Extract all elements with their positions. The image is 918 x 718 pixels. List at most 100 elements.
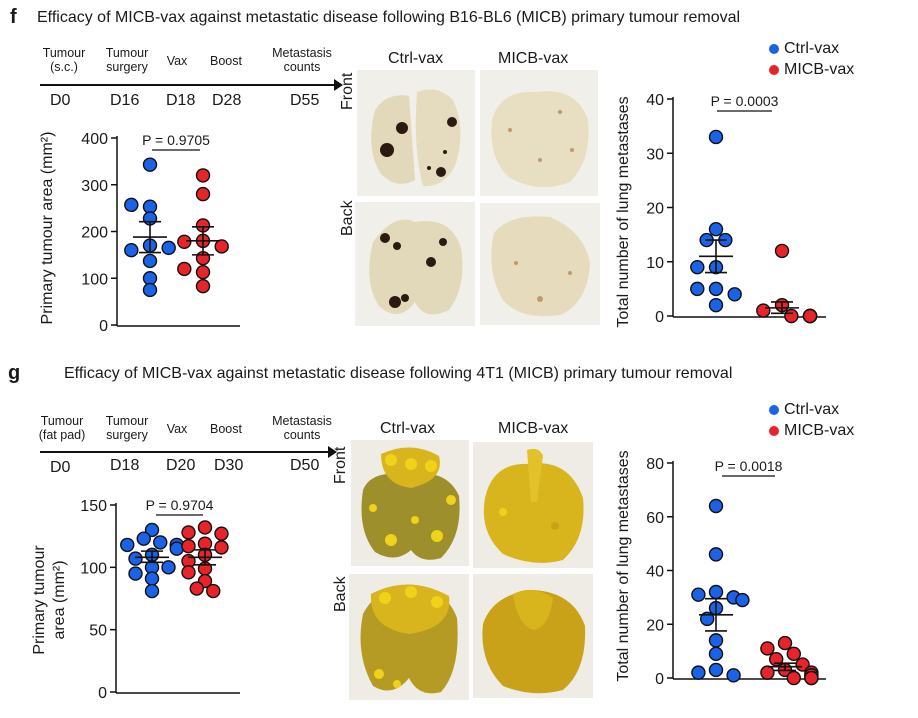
- legend-micb: MICB-vax: [769, 422, 854, 440]
- timeline-day: D55: [290, 92, 320, 109]
- timeline-event-label: Tumour surgery: [105, 414, 149, 442]
- chart-g-tumour-area-y-label: Primary tumour: [31, 545, 48, 655]
- chart-g-tumour-area-point-micb: [197, 520, 213, 535]
- timeline-day: D20: [166, 457, 196, 474]
- chart-f-tumour-area-point-ctrl: [124, 197, 139, 213]
- chart-g-tumour-area-point-micb: [214, 526, 229, 541]
- chart-g-tumour-area-y-tick-label: 100: [80, 560, 107, 577]
- chart-g-tumour-area-point-micb: [181, 565, 196, 580]
- timeline-day: D0: [50, 459, 71, 476]
- timeline-event-label: Vax: [166, 422, 188, 436]
- chart-g-lung-mets-point-ctrl: [708, 584, 724, 600]
- timeline-event-label: Boost: [210, 54, 242, 68]
- chart-g-lung-mets-point-ctrl: [708, 662, 724, 678]
- chart-f-tumour-area-point-ctrl: [161, 240, 176, 256]
- image-col-label-ctrl: Ctrl-vax: [380, 420, 436, 437]
- lung-photo-f-ctrl-back: [355, 202, 475, 326]
- chart-g-tumour-area-point-ctrl: [144, 583, 160, 599]
- timeline-day: D18: [110, 457, 140, 474]
- chart-g-tumour-area-point-micb: [181, 525, 196, 540]
- chart-g-tumour-area-point-micb: [206, 583, 221, 599]
- timeline-axis: [40, 84, 336, 86]
- chart-g-tumour-area-point-ctrl: [136, 531, 151, 546]
- chart-f-tumour-area-point-ctrl: [142, 253, 158, 269]
- timeline-event-label: Tumour (fat pad): [38, 414, 86, 442]
- chart-g-lung-mets-point-ctrl: [726, 668, 741, 683]
- chart-g-lung-mets-y-tick-label: 60: [646, 510, 664, 527]
- lung-photo-f-ctrl-front: [357, 70, 475, 196]
- chart-f-lung-mets-point-ctrl: [708, 297, 724, 313]
- timeline-event-label: Tumour surgery: [105, 46, 149, 74]
- lung-photo-g-ctrl-back: [349, 574, 469, 700]
- chart-g-tumour-area-y-label: area (mm²): [51, 560, 68, 639]
- chart-f-tumour-area-y-label: Primary tumour area (mm²): [39, 132, 56, 325]
- chart-g-tumour-area-point-ctrl: [161, 560, 176, 575]
- chart-f-lung-mets-point-ctrl: [708, 221, 724, 237]
- chart-g-tumour-area-point-micb: [189, 581, 204, 596]
- chart-g-lung-mets-p-value: P = 0.0018: [715, 458, 783, 474]
- legend-label: Ctrl-vax: [784, 401, 840, 418]
- chart-g-lung-mets-point-micb: [804, 670, 819, 686]
- lung-image: [480, 203, 600, 325]
- legend-label: MICB-vax: [784, 422, 855, 439]
- chart-f-lung-mets-y-tick-label: 20: [646, 201, 664, 218]
- legend-marker-ctrl-icon: [769, 405, 779, 415]
- lung-image: [351, 440, 469, 566]
- lung-image: [357, 70, 475, 196]
- chart-g-tumour-area-point-ctrl: [144, 571, 160, 586]
- chart-g-lung-mets-y-label: Total number of lung metastases: [615, 450, 632, 681]
- chart-g-lung-mets-point-ctrl: [708, 633, 724, 648]
- chart-g-lung-mets-point-micb: [760, 665, 775, 680]
- chart-f-tumour-area-point-ctrl: [142, 282, 158, 298]
- chart-g-tumour-area-y-tick-label: 0: [98, 685, 107, 702]
- timeline-event-label: Metastasis counts: [272, 414, 332, 442]
- chart-f-lung-mets-p-value: P = 0.0003: [711, 93, 779, 109]
- panel-f-title: Efficacy of MICB-vax against metastatic …: [37, 9, 741, 26]
- timeline-day: D28: [212, 92, 242, 109]
- timeline-axis: [40, 451, 330, 453]
- timeline-arrow-icon: [334, 79, 343, 91]
- timeline-day: D18: [166, 92, 196, 109]
- lung-photo-g-micb-back: [473, 574, 593, 698]
- timeline-day: D50: [290, 457, 320, 474]
- chart-g-lung-mets-y-tick-label: 0: [655, 671, 664, 688]
- chart-f-lung-mets-y-tick-label: 30: [646, 146, 664, 163]
- chart-f-lung-mets-y-tick-label: 0: [655, 309, 664, 326]
- lung-photo-f-micb-front: [480, 70, 598, 196]
- chart-f-lung-mets-point-ctrl: [690, 259, 705, 275]
- legend-label: MICB-vax: [784, 61, 855, 78]
- legend-marker-ctrl-icon: [769, 44, 779, 54]
- chart-f-tumour-area-point-micb: [177, 261, 192, 277]
- lung-image: [480, 70, 598, 196]
- chart-g-lung-mets-point-micb: [795, 657, 810, 672]
- timeline-arrow-icon: [328, 446, 337, 458]
- chart-f-tumour-area-point-micb: [177, 234, 192, 249]
- chart-f-tumour-area-y-tick-label: 0: [99, 318, 108, 335]
- lung-photo-g-ctrl-front: [351, 440, 469, 566]
- lung-image: [473, 574, 593, 698]
- chart-f-tumour-area-point-ctrl: [142, 157, 158, 172]
- chart-f-tumour-area-y-tick-label: 200: [81, 225, 108, 242]
- panel-f-letter: f: [10, 6, 17, 28]
- chart-f-lung-mets-point-ctrl: [690, 281, 705, 297]
- panel-g-title: Efficacy of MICB-vax against metastatic …: [64, 365, 733, 382]
- image-col-label-micb: MICB-vax: [498, 420, 569, 437]
- chart-g-tumour-area-point-micb: [214, 540, 229, 555]
- chart-f-lung-mets-point-ctrl: [708, 281, 724, 297]
- chart-f-lung-mets-point-micb: [784, 308, 799, 324]
- timeline-event-label: Metastasis counts: [272, 46, 332, 74]
- timeline-day: D16: [110, 92, 140, 109]
- chart-g-lung-mets-point-ctrl: [691, 665, 706, 680]
- chart-f-lung-mets-y-tick-label: 40: [646, 92, 664, 109]
- chart-g-tumour-area-point-micb: [181, 538, 196, 554]
- chart-f-tumour-area-point-micb: [195, 264, 211, 280]
- chart-g-tumour-area-y-tick-label: 50: [89, 623, 107, 640]
- lung-image: [349, 574, 469, 700]
- timeline-event-label: Vax: [166, 54, 188, 68]
- chart-g-lung-mets-y-tick-label: 20: [646, 617, 664, 634]
- chart-f-lung-mets-y-label: Total number of lung metastases: [615, 96, 632, 327]
- chart-g-tumour-area-y-tick-label: 150: [80, 498, 107, 515]
- image-col-label-micb: MICB-vax: [498, 50, 569, 67]
- legend-ctrl: Ctrl-vax: [769, 401, 839, 419]
- chart-f-lung-mets-point-micb: [802, 308, 818, 324]
